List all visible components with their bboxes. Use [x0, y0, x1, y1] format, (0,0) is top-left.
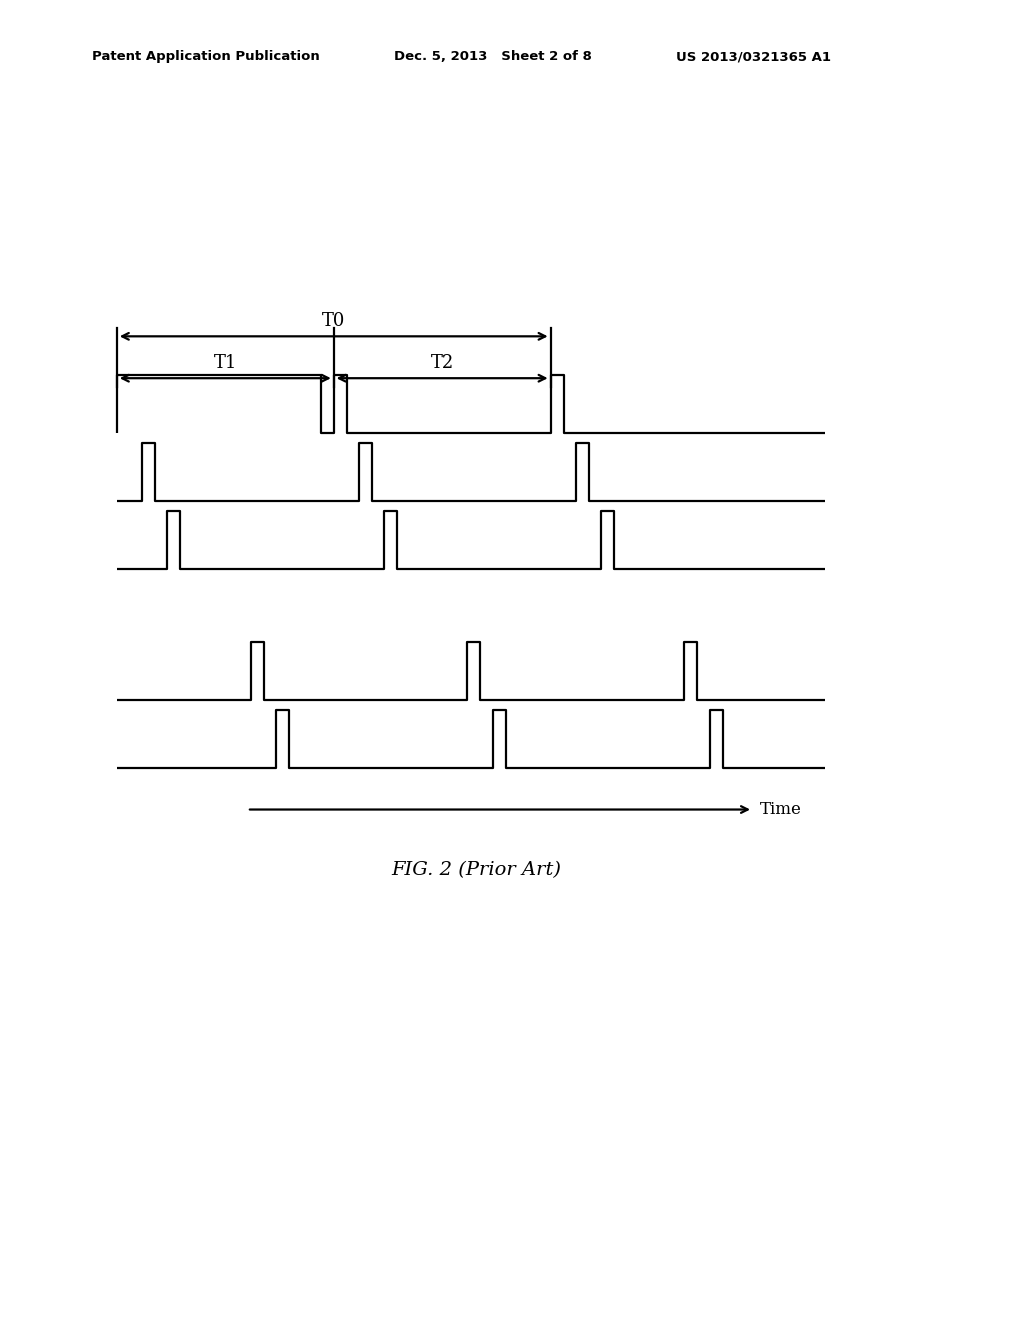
- Text: US 2013/0321365 A1: US 2013/0321365 A1: [676, 50, 830, 63]
- Text: Dec. 5, 2013   Sheet 2 of 8: Dec. 5, 2013 Sheet 2 of 8: [394, 50, 592, 63]
- Text: Time: Time: [760, 801, 802, 818]
- Text: Patent Application Publication: Patent Application Publication: [92, 50, 319, 63]
- Text: FIG. 2 (Prior Art): FIG. 2 (Prior Art): [391, 861, 561, 879]
- Text: T0: T0: [322, 312, 345, 330]
- Text: T2: T2: [430, 354, 454, 372]
- Text: T1: T1: [214, 354, 237, 372]
